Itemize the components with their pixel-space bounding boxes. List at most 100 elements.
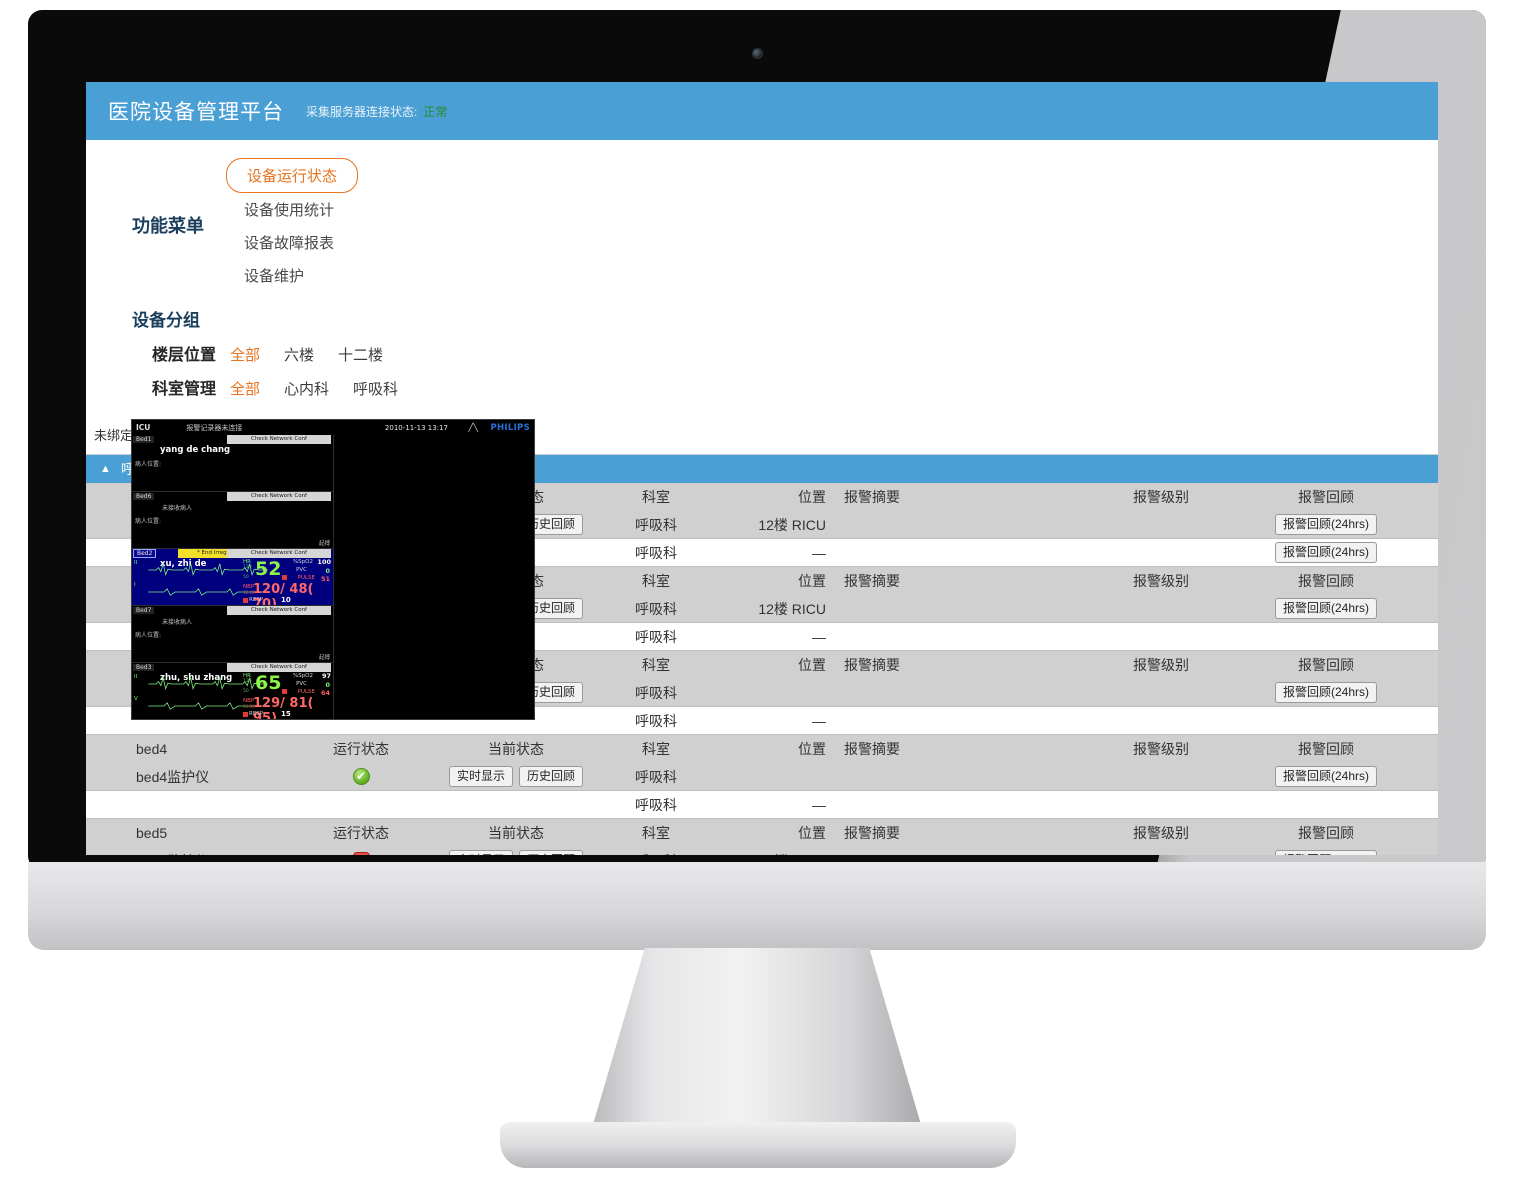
philips-nbp-label: NBP xyxy=(243,698,255,704)
philips-no-patient-text: 未接收病人 xyxy=(162,619,193,626)
philips-patient-name: xu, zhi de xyxy=(160,559,207,569)
philips-spo2-value: 97 xyxy=(321,672,331,680)
philips-nbp-label: NBP xyxy=(243,584,255,590)
filter-option-1-2[interactable]: 呼吸科 xyxy=(353,381,399,398)
imac-display-frame: 医院设备管理平台 采集服务器连接状态: 正常 功能菜单 设备运行状态设备使用统计… xyxy=(28,10,1486,870)
philips-bed-label: Bed7 xyxy=(133,607,155,614)
column-header-location: 位置 xyxy=(798,741,826,757)
philips-numerics-panel: HR 120 50 52 %SpO2 100 PVC 0 PULSE 51 NBP 12:00 120/… xyxy=(241,558,333,606)
nav-tab-3[interactable]: 设备维护 xyxy=(244,268,305,285)
philips-pulse-label: PULSE xyxy=(297,689,315,695)
history-review-button[interactable]: 历史回顾 xyxy=(519,766,584,787)
philips-ecg-waveform xyxy=(148,677,268,691)
alarm-review-cell: 报警回顾(24hrs) xyxy=(1236,766,1416,787)
philips-nbp-timestamp: 13:00 xyxy=(243,704,255,709)
vent-location: — xyxy=(812,712,826,729)
philips-signal-icon: ╱╲ xyxy=(468,423,478,432)
philips-bed-cell[interactable]: Bed7 Check Network Conf 未接收病人 病人位置: 起搏 xyxy=(132,606,334,663)
alarm-review-24h-button[interactable]: 报警回顾(24hrs) xyxy=(1274,766,1377,787)
server-status-label: 采集服务器连接状态: xyxy=(306,104,418,119)
nav-tab-1[interactable]: 设备使用统计 xyxy=(244,202,335,219)
column-header-location: 位置 xyxy=(798,489,826,505)
philips-hr-value: 52 xyxy=(255,558,282,580)
history-review-button[interactable]: 历史回顾 xyxy=(519,514,584,535)
philips-pvc-value: 0 xyxy=(325,681,330,689)
philips-pulse-label: PULSE xyxy=(297,575,315,581)
philips-bed-cell[interactable]: Bed3 Check Network Conf zhu, shu zhang II V H… xyxy=(132,663,334,720)
philips-config-status[interactable]: Check Network Conf xyxy=(227,492,331,501)
vent-dept: 呼吸科 xyxy=(635,628,677,645)
column-header-alarm-review: 报警回顾 xyxy=(1298,489,1354,505)
alarm-review-cell: 报警回顾(24hrs) xyxy=(1236,514,1416,535)
philips-resp-value: 15 xyxy=(281,710,291,718)
philips-resp-value: 10 xyxy=(281,596,291,604)
current-state-cell: 实时显示历史回顾 xyxy=(436,766,596,787)
philips-config-status[interactable]: Check Network Conf xyxy=(227,663,331,672)
alarm-review-24h-button[interactable]: 报警回顾(24hrs) xyxy=(1274,850,1377,855)
column-header-dept: 科室 xyxy=(642,657,670,673)
history-review-button[interactable]: 历史回顾 xyxy=(519,682,584,703)
history-review-button[interactable]: 历史回顾 xyxy=(519,598,584,619)
philips-bed-cell[interactable]: Bed1 Check Network Conf yang de chang 病人位置: xyxy=(132,435,334,492)
philips-ecg-waveform xyxy=(148,702,268,710)
column-header-alarm-level: 报警级别 xyxy=(1133,573,1189,589)
page-title: 医院设备管理平台 xyxy=(108,101,284,124)
filter-option-0-2[interactable]: 十二楼 xyxy=(338,347,384,364)
philips-pvc-label: PVC xyxy=(296,567,307,573)
function-menu-label: 功能菜单 xyxy=(132,216,204,236)
philips-spo2-label: %SpO2 xyxy=(292,673,313,679)
filter-option-0-1[interactable]: 六楼 xyxy=(284,347,315,364)
vent-alarm-review-cell: 报警回顾(24hrs) xyxy=(1236,542,1416,563)
philips-nbp-value: 129/ 81( 95) xyxy=(253,696,314,720)
philips-config-status[interactable]: Check Network Conf xyxy=(227,549,331,558)
filter-option-1-1[interactable]: 心内科 xyxy=(284,381,330,398)
column-header-current-state: 当前状态 xyxy=(488,825,544,841)
philips-bed-cell[interactable]: Bed2 * End Irregular HR Check Network Conf… xyxy=(132,549,334,606)
alarm-review-24h-button[interactable]: 报警回顾(24hrs) xyxy=(1274,514,1377,535)
philips-bed-header: Bed1 Check Network Conf xyxy=(132,435,333,444)
philips-datetime: 2010-11-13 13:17 xyxy=(384,423,448,432)
app-header: 医院设备管理平台 采集服务器连接状态: 正常 xyxy=(86,82,1438,140)
device-table-body: bed1运行状态当前状态科室位置报警摘要报警级别报警回顾bed1监护仪实时显示历… xyxy=(86,483,1438,855)
filter-label-1: 科室管理 xyxy=(152,381,217,398)
nav-tab-0[interactable]: 设备运行状态 xyxy=(226,158,359,193)
current-state-cell: 实时显示 历史回顾 xyxy=(436,850,596,855)
realtime-display-button[interactable]: 实时显示 xyxy=(448,766,513,787)
philips-bed-label: Bed1 xyxy=(133,436,155,443)
chevron-up-icon[interactable]: ▲ xyxy=(100,463,111,475)
alarm-review-24h-button[interactable]: 报警回顾(24hrs) xyxy=(1274,598,1377,619)
nav-tab-2[interactable]: 设备故障报表 xyxy=(244,235,335,252)
philips-lead-label: II xyxy=(134,560,138,566)
philips-pacing-label: 起搏 xyxy=(318,655,330,661)
philips-bed-label: Bed3 xyxy=(133,664,155,671)
philips-patient-position-label: 病人位置: xyxy=(135,632,162,639)
device-name: bed5监护仪 xyxy=(86,851,286,856)
navigation-section: 功能菜单 设备运行状态 设备使用统计 设备故障报表 设备维护 设备分组 楼层位置 全部 六… xyxy=(86,140,1438,399)
column-header-alarm-summary: 报警摘要 xyxy=(844,741,900,757)
history-review-button[interactable]: 历史回顾 xyxy=(519,850,584,855)
vent-location: — xyxy=(812,628,826,645)
philips-nbp-value: 120/ 48( 70) xyxy=(253,582,314,606)
run-status-cell xyxy=(286,852,436,855)
vent-dept: 呼吸科 xyxy=(635,796,677,813)
server-status-value: 正常 xyxy=(423,104,448,119)
philips-lead-label: V xyxy=(134,696,138,702)
philips-bed-cell[interactable]: Bed6 Check Network Conf 未接收病人 病人位置: 起搏 xyxy=(132,492,334,549)
philips-patient-position-label: 病人位置: xyxy=(135,461,162,468)
status-ok-icon xyxy=(352,767,370,786)
realtime-display-button[interactable]: 实时显示 xyxy=(448,850,513,855)
philips-config-status[interactable]: Check Network Conf xyxy=(227,435,331,444)
filter-option-1-0[interactable]: 全部 xyxy=(230,381,261,398)
run-status-cell xyxy=(286,767,436,786)
device-name: bed4监护仪 xyxy=(136,768,210,785)
vent-location: — xyxy=(812,796,826,813)
screen-viewport: 医院设备管理平台 采集服务器连接状态: 正常 功能菜单 设备运行状态设备使用统计… xyxy=(86,82,1438,855)
alarm-review-24h-button[interactable]: 报警回顾(24hrs) xyxy=(1274,542,1377,563)
philips-monitor-overlay[interactable]: ICU 报警记录器未连接 2010-11-13 13:17 ╱╲ PHILIPS… xyxy=(131,419,535,720)
philips-config-status[interactable]: Check Network Conf xyxy=(227,606,331,615)
column-header-alarm-review: 报警回顾 xyxy=(1298,741,1354,757)
column-header-current-state: 当前状态 xyxy=(488,741,544,757)
alarm-review-24h-button[interactable]: 报警回顾(24hrs) xyxy=(1274,682,1377,703)
filter-option-0-0[interactable]: 全部 xyxy=(230,347,261,364)
